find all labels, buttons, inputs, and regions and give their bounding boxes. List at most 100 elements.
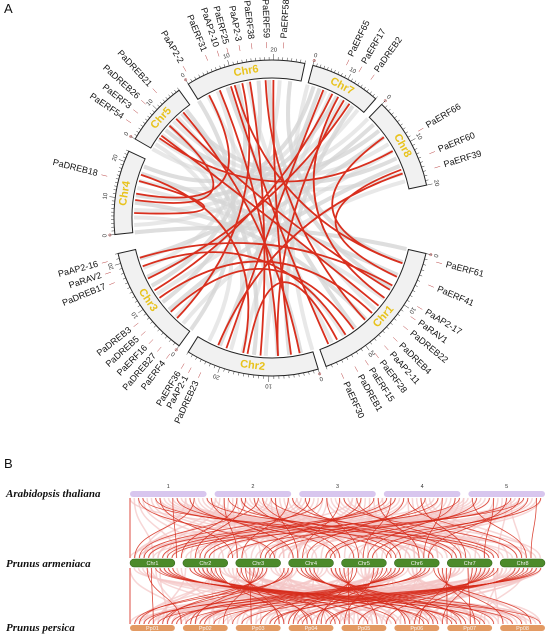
background-link [407,567,542,625]
gene-connector [101,261,108,264]
syntenic-link [155,497,434,559]
tick-mark [354,80,357,84]
gene-connector [364,360,369,366]
syntenic-link [159,497,233,559]
tick-label: 20 [270,48,277,54]
gene-connector [434,166,441,169]
syntenic-link [420,497,467,559]
tick-mark [115,253,119,255]
tick-mark [394,116,397,119]
chromosome-bar [341,558,387,568]
syntenic-link [206,497,495,559]
gene-connector [133,322,139,327]
tick-mark [233,371,235,375]
chromosome-bar [182,558,228,568]
syntenic-link [325,497,477,559]
duplication-links [134,79,403,356]
syntenic-link [138,567,268,625]
tick-mark [164,336,168,339]
tick-mark [417,279,421,282]
tick-mark [199,359,202,363]
background-link [150,83,248,288]
tick-mark [331,364,333,368]
tick-label: 20 [112,153,120,162]
tick-mark [397,119,400,123]
tick-label: 0 [102,233,108,238]
syntenic-link [530,497,537,559]
chromosome-bar-label: Pp05 [358,626,371,632]
tick-label: 20 [108,261,116,270]
tick-mark [391,112,394,115]
tick-mark [317,369,321,375]
tick-mark [223,64,226,68]
chromosome-chr6 [187,59,306,100]
chromosome-bar [288,558,334,568]
tick-mark [129,291,133,294]
syntenic-link [185,567,537,625]
tick-mark [409,295,413,297]
tick-mark [113,189,117,191]
origin-marker [174,348,178,352]
tick-label: 20 [432,179,439,187]
gene-connector [140,331,146,336]
gene-connector [358,66,363,73]
background-link [180,567,409,625]
tick-mark [138,127,142,130]
tick-mark [146,317,150,320]
tick-mark [114,263,121,266]
tick-mark [177,87,180,91]
tick-mark [419,161,423,163]
tick-mark [313,370,315,374]
duplication-link [249,81,266,356]
tick-mark [137,304,141,308]
tick-label: 0 [318,375,324,382]
chromosome-bar-label: Chr3 [252,561,264,567]
tick-mark [213,365,216,369]
tick-mark [319,64,322,68]
tick-mark [168,339,172,342]
chromosome-bar [383,491,461,497]
chromosome-bar-label: Pp03 [252,626,265,632]
tick-mark [336,362,338,366]
duplication-link [230,85,330,345]
duplication-link [158,137,394,183]
tick-mark [114,185,118,187]
tick-mark [129,135,136,140]
gene-connector [346,59,350,66]
syntenic-link [245,567,280,625]
tick-mark [400,123,403,126]
tick-mark [241,59,243,63]
syntenic-link [275,497,299,559]
syntenic-link [344,567,375,625]
tick-mark [119,167,123,169]
gene-connector [370,74,375,80]
panel-a-letter: A [4,1,13,16]
tick-mark [360,348,363,352]
tick-mark [115,178,119,180]
species-label: Prunus armeniaca [6,558,91,570]
gene-label: PaERF39 [442,148,482,169]
tick-mark [347,74,351,80]
syntenic-link [325,567,516,625]
background-link [147,497,354,559]
syntenic-link [210,497,294,559]
tick-mark [175,345,180,351]
syntenic-link [219,567,285,625]
duplication-link [331,136,403,265]
tick-mark [416,152,420,155]
syntenic-link [240,567,308,625]
tick-mark [120,163,124,166]
tick-mark [232,61,234,65]
tick-mark [119,268,123,270]
tick-mark [403,304,410,309]
duplication-link [182,111,301,354]
gene-label: PaDREB18 [52,157,99,178]
tick-mark [217,367,221,373]
tick-label: 0 [432,253,439,258]
tick-mark [400,309,404,312]
gene-connector [436,261,443,264]
tick-mark [405,131,409,134]
syntenic-link [162,567,289,625]
tick-mark [382,330,385,334]
syntenic-link [240,497,397,559]
